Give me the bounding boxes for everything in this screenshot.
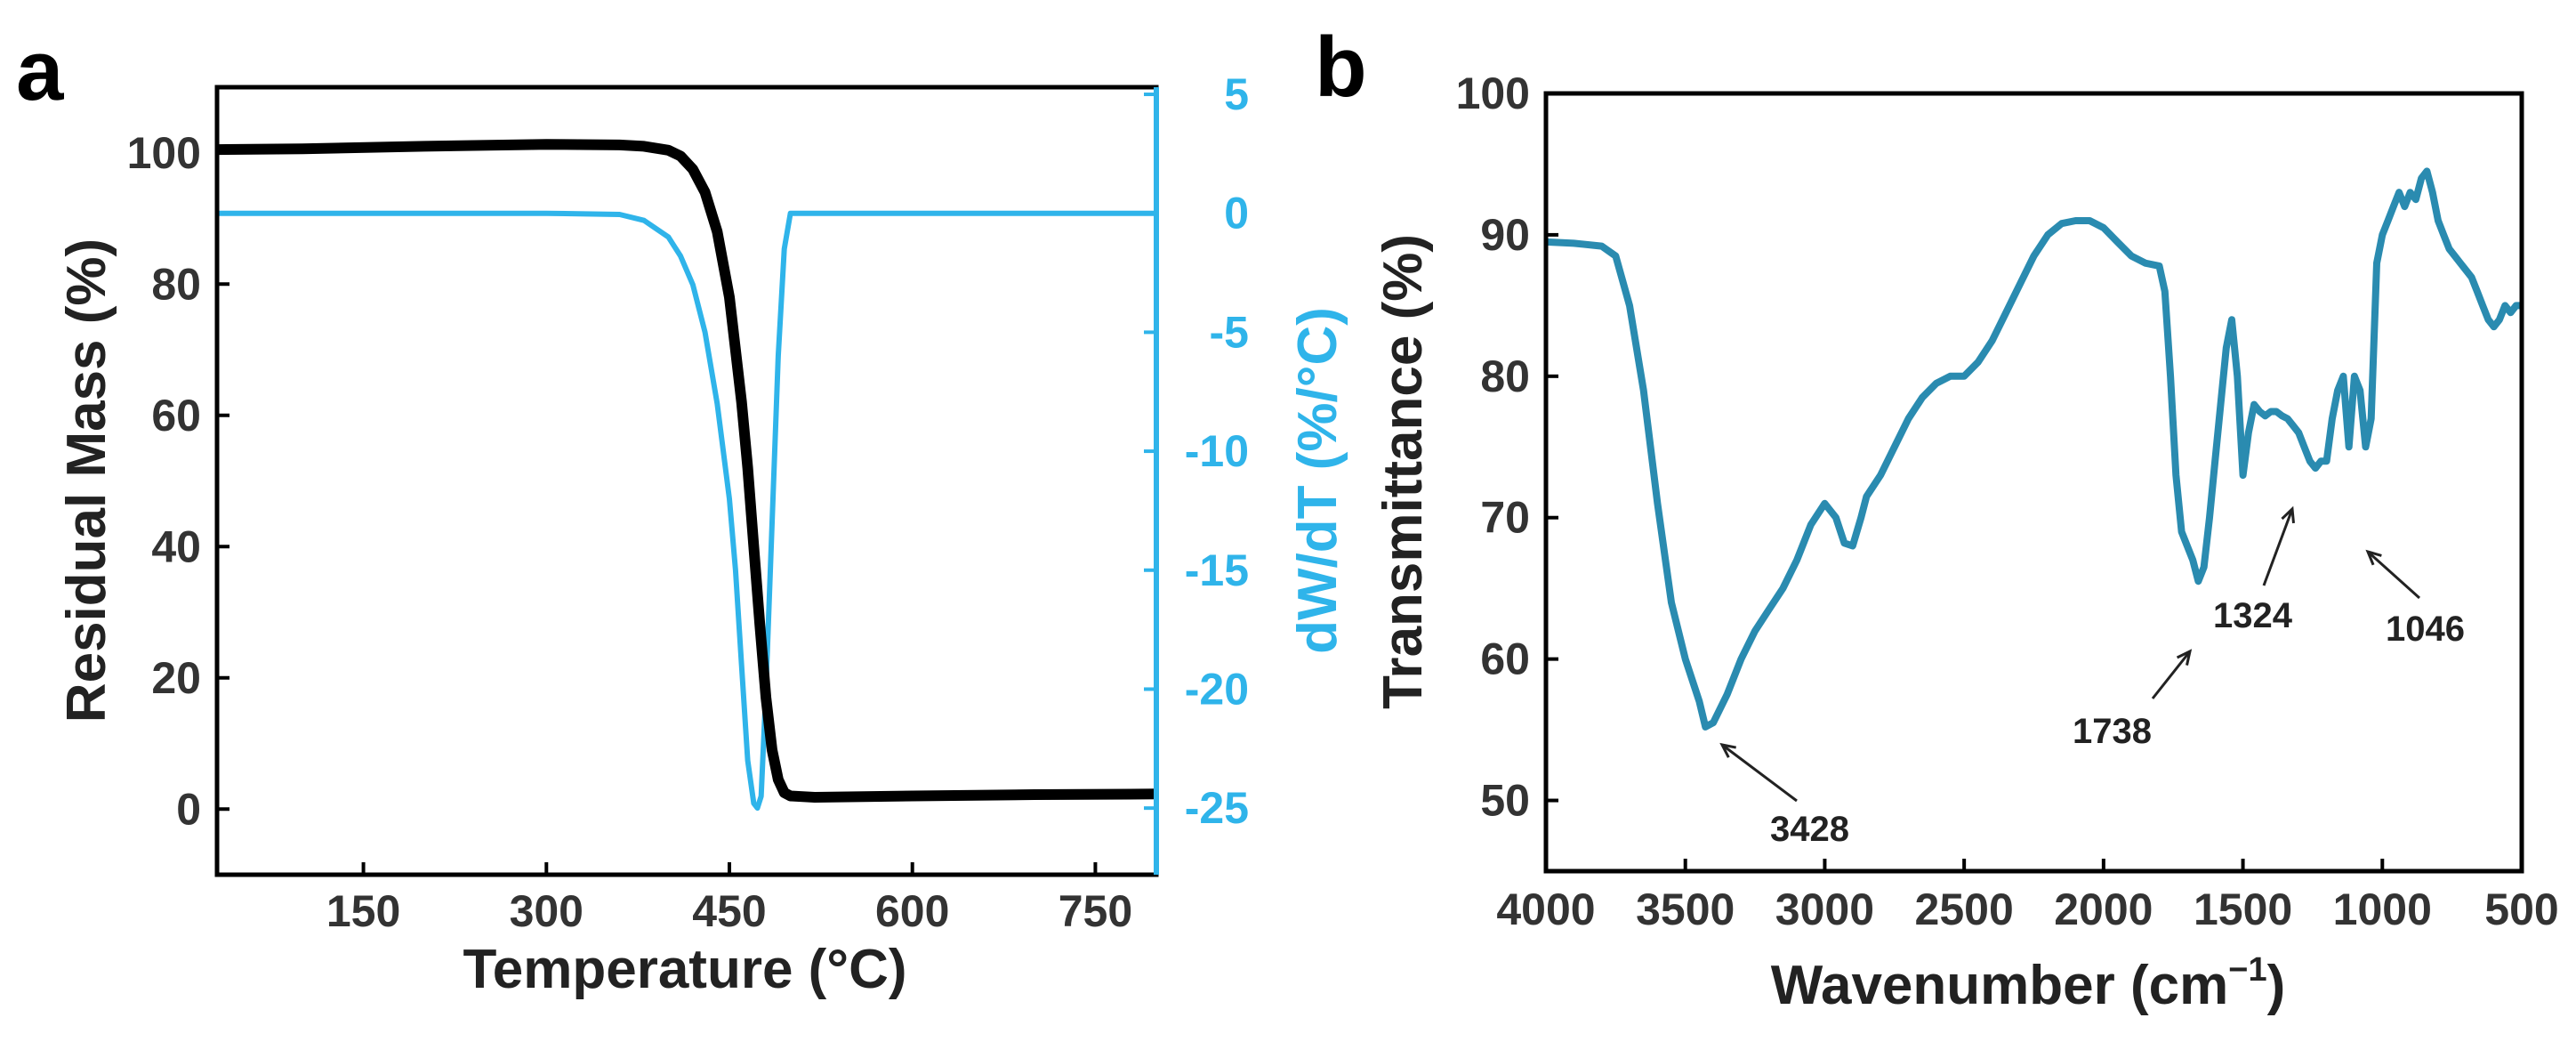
- annotation-label: 1324: [2213, 596, 2293, 635]
- annotation-arrow-head: [2281, 505, 2295, 524]
- y-tick-label: 90: [1480, 210, 1530, 260]
- annotation-1324: 1324: [2213, 505, 2295, 635]
- panel-a-x-ticks: 150 300 450 600 750: [326, 862, 1132, 936]
- y2-tick-label: -15: [1185, 545, 1249, 595]
- annotation-arrow-head: [2176, 649, 2193, 666]
- x-tick-label: 2000: [2054, 884, 2153, 934]
- annotation-arrow-line: [2262, 508, 2294, 586]
- series-line-residual-mass: [216, 139, 1157, 803]
- annotation-arrow-head: [1719, 742, 1736, 758]
- panel-b-x-axis-title-close: ): [2267, 955, 2286, 1016]
- y-tick-label: 60: [151, 391, 201, 440]
- y-tick-label: 0: [176, 784, 201, 834]
- annotation-label: 3428: [1770, 810, 1849, 849]
- panel-b-annotations: 3428 1738 1324 1046: [1719, 505, 2465, 849]
- series-line-dwdt: [217, 210, 1156, 812]
- y-tick-label: 80: [1480, 351, 1530, 401]
- y2-tick-label: -25: [1185, 783, 1249, 833]
- x-tick-label: 3000: [1775, 884, 1874, 934]
- x-tick-label: 150: [326, 886, 400, 936]
- panel-a-letter: a: [16, 23, 64, 118]
- panel-a-y-axis-title: Residual Mass (%): [56, 238, 117, 723]
- y-tick-label: 80: [151, 259, 201, 309]
- y2-tick-label: 5: [1224, 69, 1249, 119]
- x-tick-label: 1000: [2333, 884, 2432, 934]
- annotation-label: 1046: [2386, 610, 2465, 649]
- annotation-arrow-line: [1721, 743, 1798, 803]
- y-tick-label: 50: [1480, 776, 1530, 826]
- panel-b-letter: b: [1315, 20, 1367, 115]
- y-tick-label: 40: [151, 521, 201, 571]
- panel-a-y2-ticks: 5 0 -5 -10 -15 -20 -25: [1144, 69, 1249, 833]
- x-tick-label: 500: [2484, 884, 2558, 934]
- y-tick-label: 100: [1456, 69, 1530, 118]
- x-tick-label: 3500: [1636, 884, 1735, 934]
- x-tick-label: 750: [1059, 886, 1132, 936]
- panel-b-x-ticks: 4000 3500 3000 2500 2000 1500 1000 500: [1496, 859, 2559, 934]
- panel-a-frame: [214, 85, 1159, 877]
- panel-a-y-ticks: 0 20 40 60 80 100: [127, 128, 229, 834]
- panel-a-x-axis-title: Temperature (°C): [463, 939, 906, 1000]
- x-tick-label: 450: [692, 886, 766, 936]
- y-tick-label: 100: [127, 128, 201, 178]
- panel-b-x-axis-title: Wavenumber (cm−1): [1771, 951, 2285, 1016]
- panel-b-frame: [1543, 91, 2524, 874]
- series-line-transmittance: [1545, 167, 2522, 731]
- panel-b-x-axis-title-superscript: −1: [2228, 951, 2266, 989]
- annotation-arrow-head: [2365, 549, 2382, 566]
- y2-tick-label: 0: [1224, 189, 1249, 238]
- x-tick-label: 2500: [1915, 884, 2014, 934]
- annotation-3428: 3428: [1719, 742, 1849, 849]
- panel-b-plot-area: [1545, 167, 2522, 731]
- y2-tick-label: -5: [1210, 307, 1249, 357]
- y-tick-label: 60: [1480, 634, 1530, 684]
- x-tick-label: 300: [510, 886, 584, 936]
- y-tick-label: 70: [1480, 493, 1530, 543]
- annotation-label: 1738: [2073, 712, 2152, 751]
- panel-a-plot-area: [216, 139, 1157, 812]
- panel-b-x-axis-title-main: Wavenumber (cm: [1771, 955, 2229, 1016]
- annotation-arrow-line: [2366, 550, 2421, 600]
- panel-a-y2-axis-title: dW/dT (%/°C): [1287, 307, 1348, 654]
- annotation-1046: 1046: [2365, 549, 2465, 649]
- y2-tick-label: -20: [1185, 664, 1249, 714]
- panel-a: 150 300 450 600 750 0 20 40 60 80 100 5 0 -5 -10 -15 -…: [56, 69, 1348, 1000]
- y-tick-label: 20: [151, 653, 201, 703]
- y2-tick-label: -10: [1185, 426, 1249, 476]
- panel-b-y-ticks: 50 60 70 80 90 100: [1456, 69, 1558, 826]
- annotation-1738: 1738: [2073, 649, 2193, 751]
- panel-b-y-axis-title: Transmittance (%): [1373, 234, 1434, 709]
- x-tick-label: 600: [875, 886, 949, 936]
- annotation-arrow-line: [2151, 650, 2192, 699]
- panel-b: 4000 3500 3000 2500 2000 1500 1000 500 50 60 70 80…: [1373, 69, 2559, 1016]
- x-tick-label: 1500: [2194, 884, 2292, 934]
- x-tick-label: 4000: [1496, 884, 1595, 934]
